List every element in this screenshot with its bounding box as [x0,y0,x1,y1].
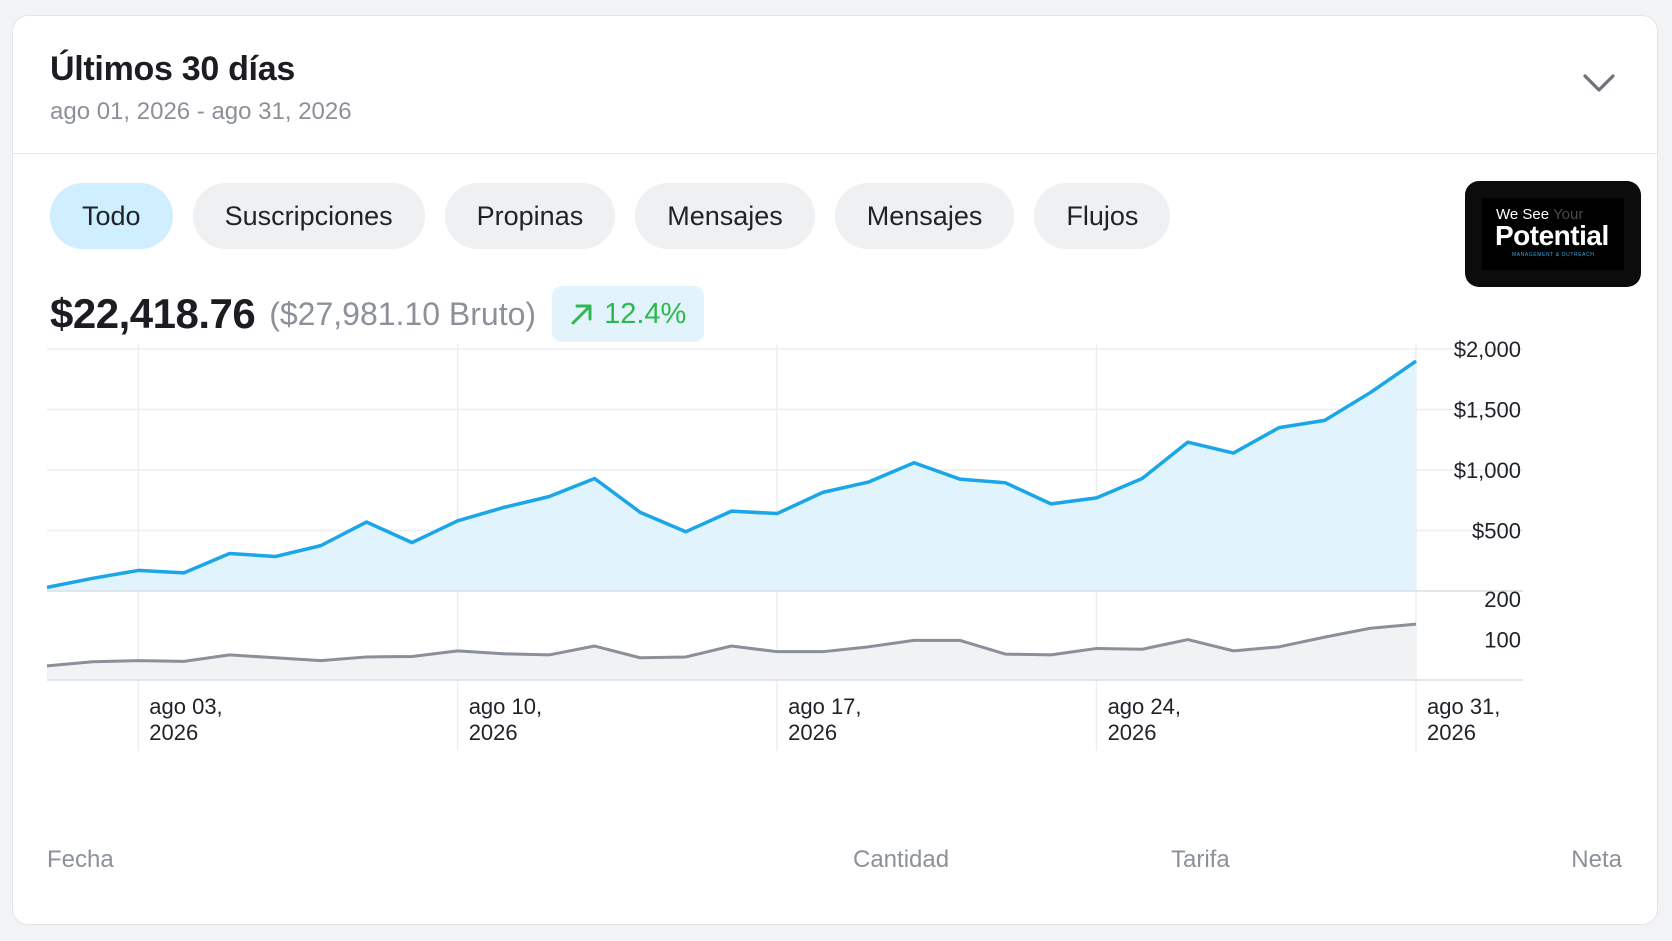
period-title: Últimos 30 días [50,50,295,88]
x-tick-label: ago 10, 2026 [469,694,542,745]
x-tick-label: ago 03, 2026 [149,694,222,745]
table-header: Fecha Cantidad Tarifa Neta [13,846,1657,886]
arrow-up-right-icon [571,304,592,325]
earnings-chart: $2,000 $1,500 $1,000 $500 200 100 ago 03, 2026 a… [46,337,1523,751]
totals-row: $22,418.76 ($27,981.10 Bruto) 12.4% [50,286,705,342]
y2-tick-label: 100 [1484,628,1521,653]
logo-tagline-b: Your [1553,206,1584,223]
y-tick-label: $500 [1472,519,1521,544]
change-pct: 12.4% [604,297,687,330]
logo-mark: We See Your Potential MANAGEMENT & OUTRE… [1482,198,1624,270]
change-badge: 12.4% [552,286,705,342]
x-tick-label: ago 24, 2026 [1108,694,1181,745]
tab-flujos[interactable]: Flujos [1034,183,1171,249]
filter-tabs: Todo Suscripciones Propinas Mensajes Men… [50,183,1171,249]
y-tick-label: $1,000 [1454,458,1521,483]
logo-subtitle: MANAGEMENT & OUTREACH [1512,252,1595,258]
brand-logo: We See Your Potential MANAGEMENT & OUTRE… [1465,181,1641,287]
earnings-card: Últimos 30 días ago 01, 2026 - ago 31, 2… [12,15,1658,925]
logo-wordmark: Potential [1495,220,1609,251]
y2-tick-label: 200 [1484,587,1521,612]
y-tick-label: $1,500 [1454,398,1521,423]
logo-tagline-a: We See [1496,206,1550,223]
count-area [47,624,1416,680]
gross-total: ($27,981.10 Bruto) [269,295,537,332]
count-line [46,622,1417,668]
col-amount[interactable]: Cantidad [853,846,950,873]
tab-suscripciones[interactable]: Suscripciones [192,183,425,249]
x-tick-label: ago 31, 2026 [1427,694,1500,745]
tab-mensajes-2[interactable]: Mensajes [834,183,1015,249]
card-header[interactable]: Últimos 30 días ago 01, 2026 - ago 31, 2… [13,16,1657,154]
y-tick-label: $2,000 [1454,337,1521,362]
col-date[interactable]: Fecha [47,846,114,873]
col-fee[interactable]: Tarifa [1171,846,1230,873]
chevron-down-icon[interactable] [1579,68,1619,96]
tab-propinas[interactable]: Propinas [444,183,616,249]
col-net[interactable]: Neta [1571,846,1622,873]
x-tick-label: ago 17, 2026 [788,694,861,745]
net-total: $22,418.76 [50,290,256,337]
tab-todo[interactable]: Todo [50,183,173,249]
date-range: ago 01, 2026 - ago 31, 2026 [50,98,352,125]
earnings-line [46,359,1417,590]
tab-mensajes[interactable]: Mensajes [635,183,815,249]
logo-tagline: We See Your [1496,206,1583,223]
